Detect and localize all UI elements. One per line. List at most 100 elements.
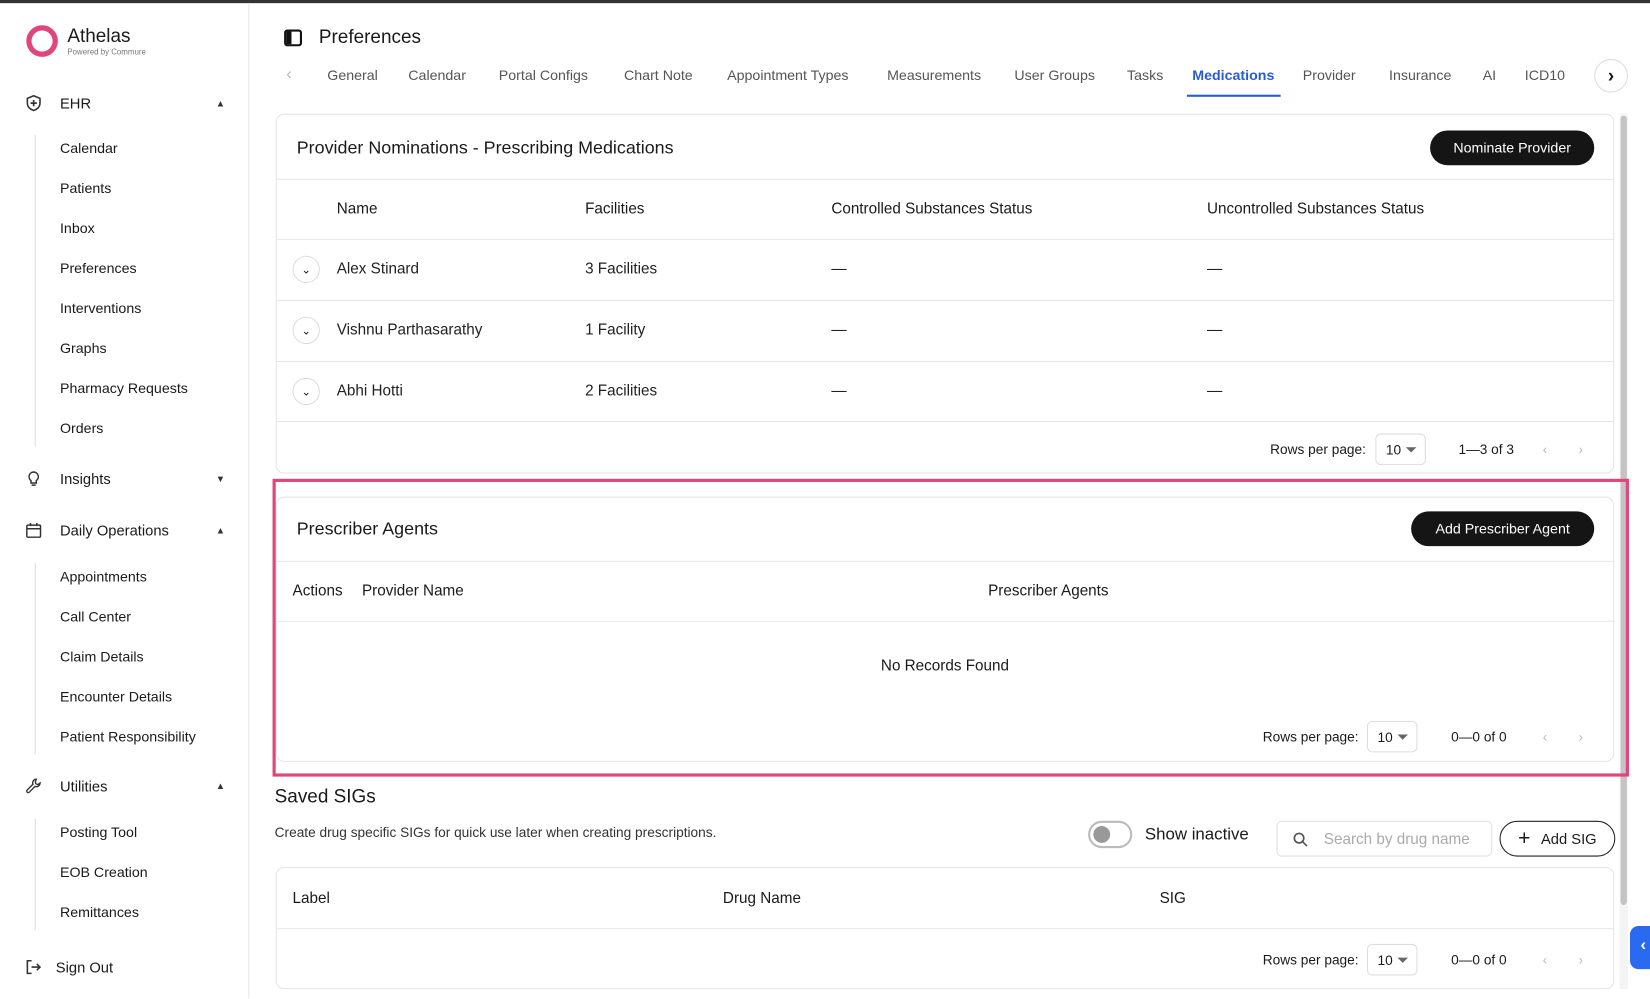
chevron-right-icon: ›: [1607, 64, 1615, 86]
card-title: Provider Nominations - Prescribing Medic…: [296, 137, 674, 158]
column-header: Facilities: [585, 200, 645, 218]
next-page-button[interactable]: ›: [1578, 441, 1584, 458]
add-prescriber-agent-button[interactable]: Add Prescriber Agent: [1411, 511, 1595, 547]
cell-facilities: 1 Facility: [585, 322, 646, 339]
sidebar-item-remittances[interactable]: Remittances: [59, 904, 139, 921]
sidebar-section-utilities[interactable]: Utilities ▲: [25, 776, 225, 797]
sidebar-item-inbox[interactable]: Inbox: [59, 220, 95, 237]
page-title: Preferences: [318, 26, 421, 48]
rows-per-page-label: Rows per page:: [1270, 441, 1366, 458]
prev-page-button[interactable]: ‹: [1542, 951, 1548, 968]
sidebar-section-daily-operations[interactable]: Daily Operations ▲: [25, 520, 225, 541]
rows-per-page-label: Rows per page:: [1262, 728, 1359, 745]
section-title: Saved SIGs: [274, 785, 376, 807]
add-sig-label: Add SIG: [1540, 830, 1597, 848]
tab-measurements[interactable]: Measurements: [887, 67, 982, 84]
sidebar-tree-line: [34, 134, 36, 447]
tab-provider[interactable]: Provider: [1302, 67, 1356, 84]
tab-portal-configs[interactable]: Portal Configs: [498, 67, 589, 84]
pagination-range: 0—0 of 0: [1451, 951, 1507, 968]
sidebar: Athelas Powered by Commure EHR ▲ Calendar…: [0, 3, 250, 999]
cell-uncontrolled: —: [1206, 260, 1223, 278]
prev-page-button[interactable]: ‹: [1542, 728, 1548, 745]
tab-general[interactable]: General: [327, 67, 378, 84]
add-sig-button[interactable]: + Add SIG: [1499, 820, 1616, 857]
active-tab-indicator: [1186, 94, 1281, 97]
scrollbar-thumb[interactable]: [1620, 115, 1627, 905]
chevron-down-icon: ⌄: [301, 385, 312, 399]
tabs-scroll-left-icon[interactable]: ‹: [286, 65, 292, 84]
provider-nominations-card: Provider Nominations - Prescribing Medic…: [275, 113, 1615, 474]
tab-user-groups[interactable]: User Groups: [1014, 67, 1095, 84]
next-page-button[interactable]: ›: [1578, 951, 1584, 968]
caret-down-icon: [1397, 734, 1408, 740]
sidebar-section-label: Utilities: [59, 777, 108, 795]
card-title: Prescriber Agents: [296, 518, 438, 539]
rows-per-page-select[interactable]: 10: [1366, 943, 1418, 976]
athelas-logo-icon: [26, 25, 58, 57]
sidebar-item-graphs[interactable]: Graphs: [59, 340, 107, 357]
next-page-button[interactable]: ›: [1578, 728, 1584, 745]
tab-calendar[interactable]: Calendar: [408, 67, 466, 84]
plus-icon: +: [1518, 826, 1531, 850]
tabs-scroll-right-button[interactable]: ›: [1594, 58, 1628, 93]
expand-row-button[interactable]: ⌄: [292, 316, 320, 345]
side-panel-toggle-button[interactable]: ‹: [1630, 926, 1650, 970]
sidebar-item-preferences[interactable]: Preferences: [59, 260, 137, 277]
cell-facilities: 3 Facilities: [585, 260, 658, 278]
sidebar-item-patient-responsibility[interactable]: Patient Responsibility: [59, 728, 196, 745]
column-header: Name: [336, 200, 378, 218]
sidebar-item-pharmacy-requests[interactable]: Pharmacy Requests: [59, 380, 188, 397]
tab-chart-note[interactable]: Chart Note: [624, 67, 693, 84]
lightbulb-icon: [28, 471, 40, 486]
sidebar-item-posting-tool[interactable]: Posting Tool: [59, 824, 138, 841]
rows-per-page-select[interactable]: 10: [1375, 433, 1426, 466]
sidebar-item-eob-creation[interactable]: EOB Creation: [59, 864, 148, 881]
expand-row-button[interactable]: ⌄: [292, 377, 320, 406]
cell-name: Abhi Hotti: [336, 383, 403, 400]
rows-per-page-value: 10: [1377, 951, 1393, 968]
caret-down-icon: [1397, 957, 1408, 963]
drug-search-input[interactable]: Search by drug name: [1276, 820, 1493, 857]
cell-controlled: —: [831, 383, 847, 400]
sidebar-item-calendar[interactable]: Calendar: [59, 140, 118, 157]
scrollbar[interactable]: [1619, 113, 1628, 990]
caret-up-icon: ▲: [215, 780, 226, 792]
sign-out-button[interactable]: Sign Out: [25, 957, 225, 978]
sidebar-section-ehr[interactable]: EHR ▲: [25, 93, 225, 114]
tab-insurance[interactable]: Insurance: [1389, 67, 1452, 84]
chevron-down-icon: ⌄: [301, 324, 312, 338]
sidebar-item-call-center[interactable]: Call Center: [59, 608, 132, 625]
sidebar-item-encounter-details[interactable]: Encounter Details: [59, 688, 173, 705]
search-placeholder: Search by drug name: [1323, 831, 1470, 849]
sidebar-toggle-icon[interactable]: [284, 29, 303, 47]
sidebar-section-label: Daily Operations: [59, 521, 169, 539]
brand-name: Athelas: [67, 25, 131, 47]
rows-per-page-select[interactable]: 10: [1366, 720, 1418, 753]
column-header: Label: [292, 890, 330, 908]
tab-ai[interactable]: AI: [1482, 67, 1497, 84]
sidebar-tree-line: [34, 562, 36, 755]
expand-row-button[interactable]: ⌄: [292, 255, 320, 284]
sidebar-item-orders[interactable]: Orders: [59, 420, 104, 437]
column-header: SIG: [1159, 890, 1186, 908]
prev-page-button[interactable]: ‹: [1542, 441, 1548, 458]
sidebar-section-label: Insights: [59, 470, 111, 488]
sidebar-item-claim-details[interactable]: Claim Details: [59, 648, 144, 665]
sidebar-item-patients[interactable]: Patients: [59, 180, 112, 197]
tab-appointment-types[interactable]: Appointment Types: [727, 67, 849, 84]
sidebar-item-interventions[interactable]: Interventions: [59, 300, 142, 317]
tab-tasks[interactable]: Tasks: [1127, 67, 1164, 84]
column-header: Controlled Substances Status: [831, 200, 1033, 218]
shield-plus-icon: [26, 94, 41, 112]
cell-name: Alex Stinard: [336, 260, 420, 278]
tab-medications[interactable]: Medications: [1192, 67, 1275, 84]
sidebar-item-appointments[interactable]: Appointments: [59, 568, 147, 585]
cell-controlled: —: [831, 260, 847, 278]
column-header: Uncontrolled Substances Status: [1206, 200, 1425, 218]
tab-icd10[interactable]: ICD10: [1524, 67, 1566, 84]
show-inactive-toggle[interactable]: [1088, 820, 1133, 849]
sidebar-section-insights[interactable]: Insights ▼: [25, 468, 225, 489]
sidebar-tree-line: [34, 818, 36, 931]
nominate-provider-button[interactable]: Nominate Provider: [1430, 130, 1595, 166]
